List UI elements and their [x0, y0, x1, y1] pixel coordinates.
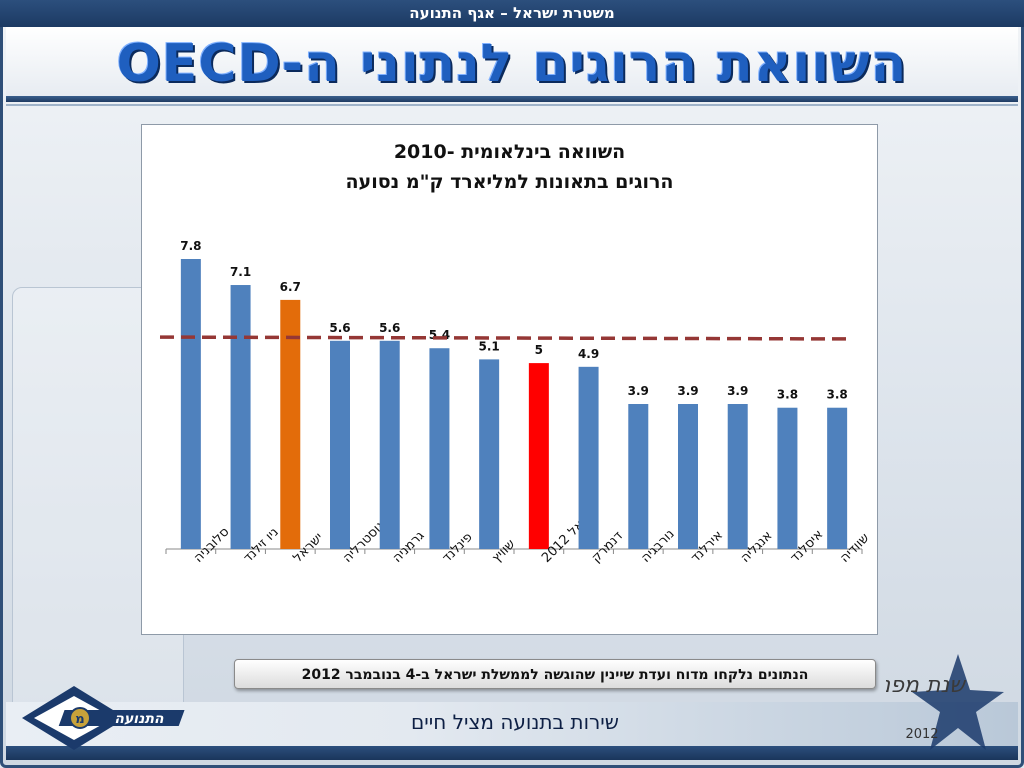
data-label: 7.1 [230, 265, 251, 279]
org-header: משטרת ישראל – אגף התנועה [0, 0, 1024, 27]
data-label: 3.8 [777, 388, 798, 402]
bar [528, 363, 549, 549]
bar [379, 340, 400, 549]
footer-rule [6, 746, 1018, 760]
page-title: השוואת הרוגים לנתוני ה-OECD [116, 34, 908, 94]
chart-subtitle: הרוגים בתאונות למליארד ק"מ נסועה [345, 171, 674, 193]
data-label: 3.8 [827, 388, 848, 402]
data-label: 6.7 [280, 280, 301, 294]
data-label: 5.6 [329, 321, 350, 335]
title-divider [6, 96, 1018, 102]
bar [180, 259, 201, 549]
bar [479, 359, 500, 549]
bar [628, 404, 649, 549]
title-band [6, 27, 1018, 99]
data-label: 5 [535, 343, 543, 357]
bar [578, 366, 599, 549]
bar [727, 404, 748, 549]
bar [280, 299, 301, 549]
bar [678, 404, 698, 549]
reference-line [159, 335, 848, 341]
title-divider-thin [6, 104, 1018, 106]
emblem-year: 2012 [905, 727, 938, 742]
data-label: 5.4 [429, 328, 450, 342]
logo-badge [69, 707, 91, 729]
chart-title: השוואה בינלאומית -2010 [393, 141, 626, 163]
bar [827, 407, 848, 549]
data-label: 5.6 [379, 321, 400, 335]
data-label: 3.9 [727, 384, 748, 398]
bar [230, 285, 251, 549]
emblem-star-icon [912, 654, 1004, 750]
data-label: 3.9 [628, 384, 649, 398]
data-label: 7.8 [180, 239, 201, 253]
source-note: הנתונים נלקחו מדוח ועדת שיינין שהוגשה למ… [234, 659, 876, 689]
emblem-text: שנת מפנה [886, 673, 966, 698]
year-emblem-logo: שנת מפנה 2012 [886, 654, 1004, 750]
logo-letter: מ [75, 712, 84, 727]
footer-slogan: שירות בתנועה מציל חיים [411, 710, 619, 734]
chart-container: השוואה בינלאומית -2010 הרוגים בתאונות למ… [141, 124, 878, 635]
data-label: 5.1 [479, 339, 500, 353]
data-label: 4.9 [578, 347, 599, 361]
bar [429, 348, 450, 549]
bar [777, 407, 798, 549]
bar [330, 340, 350, 549]
traffic-police-logo: מ התנועה [22, 686, 185, 750]
data-label: 3.9 [677, 384, 698, 398]
logo-left-text: התנועה [114, 711, 164, 727]
